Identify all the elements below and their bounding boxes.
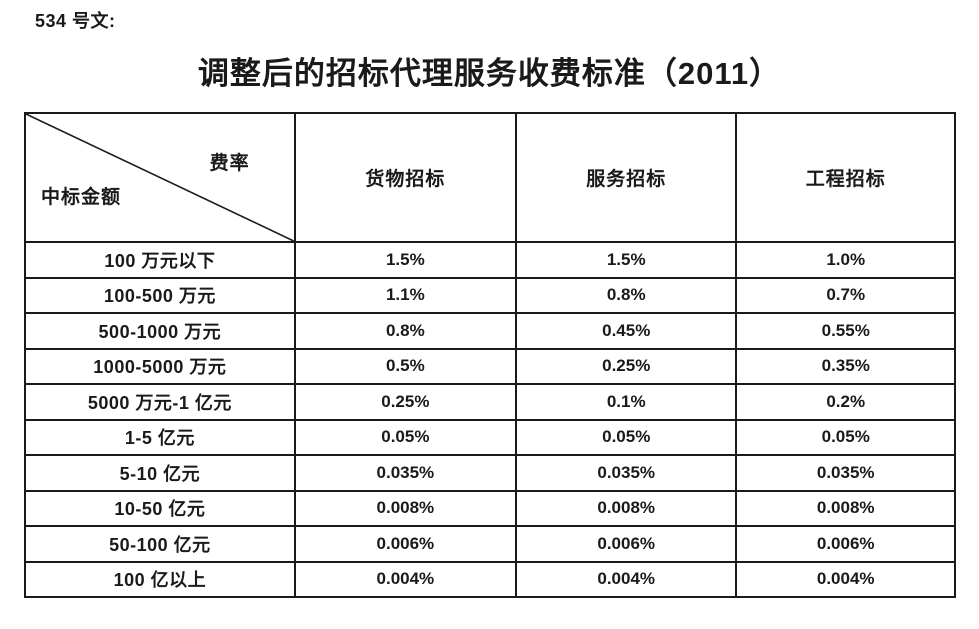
table-row: 5000 万元-1 亿元 0.25% 0.1% 0.2% (24, 383, 956, 421)
column-header-goods: 货物招标 (293, 112, 518, 243)
table-row: 50-100 亿元 0.006% 0.006% 0.006% (24, 525, 956, 563)
rate-cell: 0.1% (515, 383, 738, 421)
rate-cell: 0.004% (735, 560, 956, 598)
table-row: 5-10 亿元 0.035% 0.035% 0.035% (24, 454, 956, 492)
rate-cell: 0.035% (735, 454, 956, 492)
page-title: 调整后的招标代理服务收费标准（2011） (197, 56, 782, 91)
row-label-cell: 500-1000 万元 (24, 312, 296, 350)
row-label-cell: 5-10 亿元 (24, 454, 296, 492)
table-row: 100 万元以下 1.5% 1.5% 1.0% (24, 241, 956, 279)
row-label-cell: 1-5 亿元 (24, 418, 296, 456)
table-row: 10-50 亿元 0.008% 0.008% 0.008% (24, 489, 956, 527)
table-row: 100-500 万元 1.1% 0.8% 0.7% (24, 276, 956, 314)
rate-cell: 0.25% (515, 347, 738, 385)
rate-cell: 0.45% (515, 312, 738, 350)
rate-cell: 0.035% (293, 454, 518, 492)
rate-cell: 0.8% (293, 312, 518, 350)
rate-cell: 1.5% (515, 241, 738, 279)
row-label-cell: 100 万元以下 (24, 241, 296, 279)
column-header-engineering: 工程招标 (735, 112, 956, 243)
rate-cell: 0.2% (735, 383, 956, 421)
rate-cell: 1.5% (293, 241, 518, 279)
rate-cell: 0.004% (515, 560, 738, 598)
table-header-row: 费率 中标金额 货物招标 服务招标 工程招标 (24, 112, 956, 243)
row-label-cell: 10-50 亿元 (24, 489, 296, 527)
row-label-cell: 5000 万元-1 亿元 (24, 383, 296, 421)
fee-table: 费率 中标金额 货物招标 服务招标 工程招标 100 万元以下 1.5% 1.5… (24, 112, 956, 598)
corner-label-amount: 中标金额 (41, 187, 122, 208)
rate-cell: 0.55% (735, 312, 956, 350)
row-label-cell: 100 亿以上 (24, 560, 296, 598)
column-header-services: 服务招标 (515, 112, 738, 243)
rate-cell: 1.0% (735, 241, 956, 279)
diagonal-divider-line (26, 114, 294, 241)
table-row: 100 亿以上 0.004% 0.004% 0.004% (24, 560, 956, 598)
rate-cell: 0.05% (735, 418, 956, 456)
table-row: 1-5 亿元 0.05% 0.05% 0.05% (24, 418, 956, 456)
table-row: 500-1000 万元 0.8% 0.45% 0.55% (24, 312, 956, 350)
table-row: 1000-5000 万元 0.5% 0.25% 0.35% (24, 347, 956, 385)
row-label-cell: 100-500 万元 (24, 276, 296, 314)
rate-cell: 0.5% (293, 347, 518, 385)
row-label-cell: 1000-5000 万元 (24, 347, 296, 385)
rate-cell: 0.8% (515, 276, 738, 314)
rate-cell: 0.008% (515, 489, 738, 527)
rate-cell: 0.05% (293, 418, 518, 456)
rate-cell: 1.1% (293, 276, 518, 314)
rate-cell: 0.008% (735, 489, 956, 527)
corner-label-rate: 费率 (209, 153, 250, 174)
doc-ref-label: 534 号文: (35, 11, 116, 31)
rate-cell: 0.25% (293, 383, 518, 421)
rate-cell: 0.006% (735, 525, 956, 563)
rate-cell: 0.35% (735, 347, 956, 385)
rate-cell: 0.035% (515, 454, 738, 492)
rate-cell: 0.006% (293, 525, 518, 563)
rate-cell: 0.05% (515, 418, 738, 456)
corner-header-cell: 费率 中标金额 (24, 112, 296, 243)
rate-cell: 0.004% (293, 560, 518, 598)
rate-cell: 0.7% (735, 276, 956, 314)
rate-cell: 0.008% (293, 489, 518, 527)
rate-cell: 0.006% (515, 525, 738, 563)
row-label-cell: 50-100 亿元 (24, 525, 296, 563)
